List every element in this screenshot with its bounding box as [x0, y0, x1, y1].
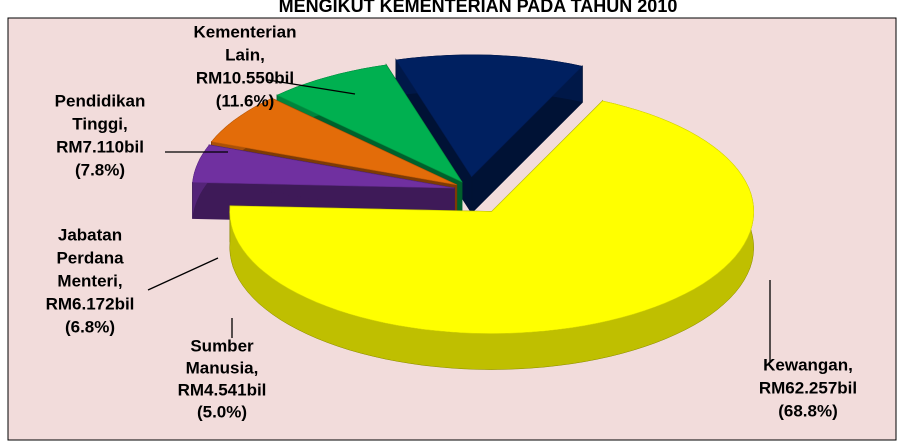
data-label: RM62.257bil — [759, 378, 857, 397]
slice — [210, 97, 457, 186]
data-label: Lain, — [225, 45, 265, 64]
data-label: RM4.541bil — [178, 380, 267, 399]
slice — [395, 54, 583, 178]
slice — [192, 144, 455, 189]
data-label: RM7.110bil — [56, 137, 144, 156]
data-label: Kementerian — [194, 22, 297, 41]
data-label: Pendidikan — [55, 91, 146, 110]
data-label: (6.8%) — [65, 317, 115, 336]
data-label: RM10.550bil — [196, 68, 294, 87]
data-label: Jabatan — [58, 225, 122, 244]
data-label: Sumber — [190, 336, 254, 355]
slice — [229, 100, 755, 334]
data-label: Tinggi, — [72, 114, 127, 133]
data-label: Manusia, — [186, 358, 259, 377]
pie — [192, 54, 755, 370]
data-label: Menteri, — [57, 271, 122, 290]
data-label: (5.0%) — [197, 402, 247, 421]
data-label: (7.8%) — [75, 160, 125, 179]
chart-title: MENGIKUT KEMENTERIAN PADA TAHUN 2010 — [279, 0, 678, 16]
data-label: Kewangan, — [763, 355, 853, 374]
data-label: (11.6%) — [216, 91, 275, 110]
data-label: RM6.172bil — [46, 294, 135, 313]
data-label: (68.8%) — [778, 401, 838, 420]
leader-line — [267, 79, 356, 95]
leader-line — [147, 257, 219, 291]
data-label: Perdana — [56, 248, 124, 267]
slice — [276, 64, 463, 183]
labels: Kewangan, RM62.257bil (68.8%) Sumber Manusia… — [46, 22, 858, 421]
